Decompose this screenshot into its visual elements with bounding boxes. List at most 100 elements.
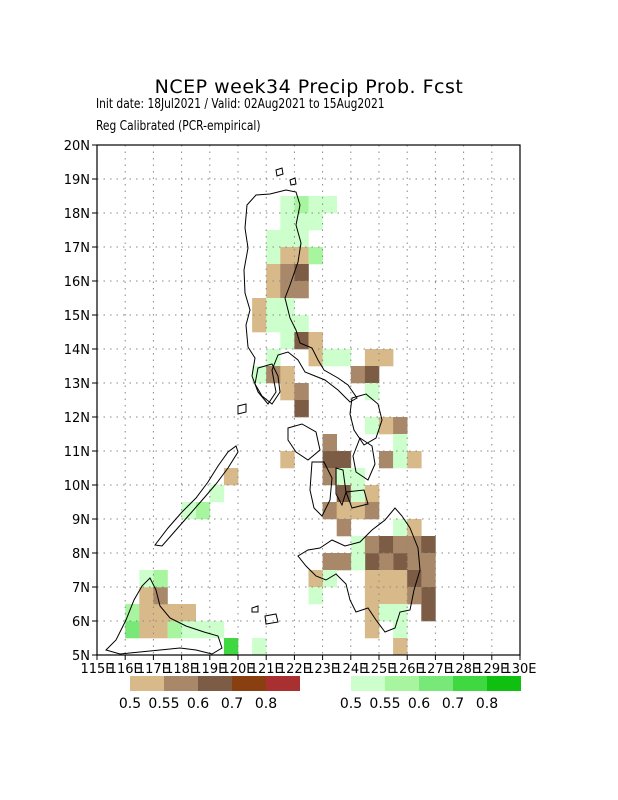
prob-cell [379, 417, 394, 435]
prob-cell [266, 281, 281, 299]
prob-cell [266, 349, 281, 367]
wet-legend-label: 0.55 [369, 696, 400, 712]
prob-cell [181, 604, 196, 622]
prob-cell [393, 536, 408, 554]
y-tick-label: 15N [64, 309, 90, 324]
prob-cell [294, 264, 309, 282]
prob-cell [167, 604, 182, 622]
prob-cell [322, 553, 337, 571]
dry-legend-swatch [130, 676, 164, 691]
prob-cell [266, 264, 281, 282]
prob-cell [181, 502, 196, 520]
prob-cell [407, 519, 422, 537]
prob-cell [364, 349, 380, 367]
prob-cell [407, 553, 422, 571]
prob-cell [322, 468, 337, 486]
prob-cell [294, 196, 309, 214]
prob-cell [393, 451, 408, 469]
prob-cell [280, 196, 295, 214]
mindoro-coast [254, 363, 281, 405]
cebu-coast [335, 467, 347, 507]
prob-cell [294, 281, 309, 299]
prob-cell [280, 230, 295, 248]
prob-cell [308, 570, 323, 588]
prob-cell [421, 570, 436, 588]
prob-cell [195, 502, 211, 520]
x-tick-label: 122E [278, 662, 311, 677]
x-tick-label: 123E [306, 662, 339, 677]
panay-coast [287, 423, 321, 461]
prob-cell [350, 485, 366, 503]
prob-cell [379, 536, 394, 554]
y-tick-label: 14N [64, 343, 90, 358]
x-tick-label: 124E [334, 662, 367, 677]
borneo-coast [105, 577, 223, 655]
method-subtitle: Reg Calibrated (PCR-empirical) [96, 119, 261, 134]
prob-cell [379, 451, 394, 469]
prob-cell [280, 264, 295, 282]
prob-cell [421, 536, 436, 554]
prob-cell [322, 570, 337, 588]
prob-cell [308, 587, 323, 605]
prob-cell [252, 315, 267, 333]
prob-cell [294, 332, 309, 350]
prob-cell [364, 587, 380, 605]
prob-cell [266, 230, 281, 248]
prob-cell [294, 247, 309, 265]
prob-cell [125, 621, 140, 639]
x-tick-label: 115E [80, 662, 113, 677]
dry-legend-swatch [164, 676, 198, 691]
prob-cell [125, 604, 140, 622]
prob-cell [294, 383, 309, 401]
probability-cells [125, 196, 436, 656]
dry-legend-swatch [266, 676, 300, 691]
prob-cell [308, 196, 323, 214]
leyte-coast [352, 437, 376, 481]
axes: 20N 19N 18N 17N 16N 15N 14N 13N 12N 11N 10N 9N 8N 7N 6… [64, 139, 537, 677]
small-island-4 [264, 613, 279, 625]
prob-cell [266, 315, 281, 333]
wet-legend-swatch [453, 676, 487, 691]
prob-cell [308, 247, 323, 265]
prob-cell [209, 621, 225, 639]
y-tick-label: 19N [64, 173, 90, 188]
prob-cell [294, 315, 309, 333]
prob-cell [407, 451, 422, 469]
negros-coast [309, 461, 333, 517]
x-tick-label: 128E [447, 662, 480, 677]
prob-cell [266, 298, 281, 316]
prob-cell [139, 570, 154, 588]
prob-cell [280, 383, 295, 401]
prob-cell [153, 570, 168, 588]
x-tick-label: 129E [475, 662, 508, 677]
prob-cell [322, 196, 337, 214]
coastline [105, 167, 421, 655]
prob-cell [153, 587, 168, 605]
wet-legend-swatch [487, 676, 521, 691]
prob-cell [421, 587, 436, 605]
prob-cell [280, 332, 295, 350]
y-tick-label: 17N [64, 241, 90, 256]
x-tick-label: 120E [221, 662, 254, 677]
prob-cell [167, 621, 182, 639]
small-island-1 [275, 167, 284, 177]
prob-cell [181, 621, 196, 639]
prob-cell [364, 570, 380, 588]
dry-legend-label: 0.55 [148, 696, 179, 712]
prob-cell [280, 366, 295, 384]
y-tick-label: 20N [64, 139, 90, 154]
palawan-coast [154, 445, 239, 547]
prob-cell [252, 638, 267, 656]
prob-cell [336, 349, 352, 367]
prob-cell [393, 587, 408, 605]
y-tick-label: 16N [64, 275, 90, 290]
prob-cell [322, 434, 337, 452]
prob-cell [336, 502, 352, 520]
y-tick-label: 10N [64, 479, 90, 494]
prob-cell [252, 298, 267, 316]
prob-cell [393, 417, 408, 435]
prob-cell [350, 468, 366, 486]
prob-cell [393, 570, 408, 588]
wet-legend-swatch [351, 676, 385, 691]
